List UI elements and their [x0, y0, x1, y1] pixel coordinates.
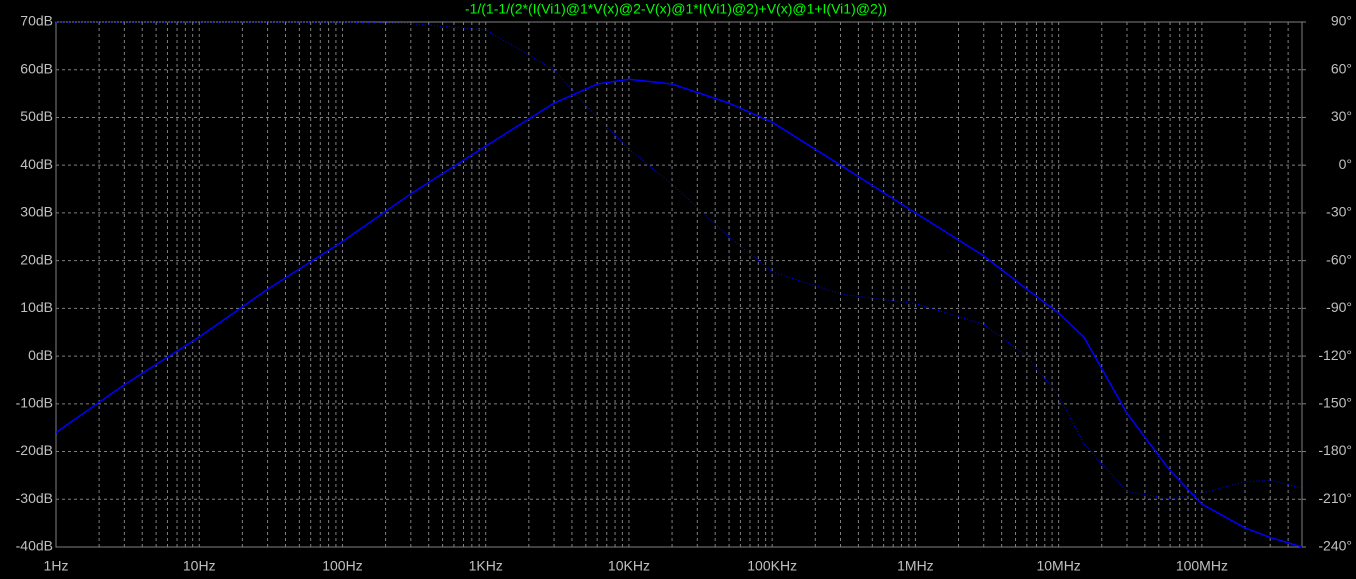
y2-tick-label: -60° — [1326, 251, 1352, 267]
y-tick-label: -30dB — [16, 490, 53, 506]
x-tick-label: 1KHz — [469, 558, 503, 574]
y-tick-label: 70dB — [20, 13, 53, 29]
y2-tick-label: -180° — [1318, 442, 1352, 458]
x-tick-label: 1MHz — [897, 558, 934, 574]
y2-tick-label: -90° — [1326, 299, 1352, 315]
y2-tick-label: 60° — [1331, 60, 1352, 76]
y2-tick-label: -120° — [1318, 347, 1352, 363]
y-tick-label: 20dB — [20, 251, 53, 267]
y2-tick-label: 0° — [1339, 156, 1352, 172]
x-tick-label: 100MHz — [1176, 558, 1228, 574]
y-tick-label: 0dB — [28, 347, 53, 363]
y-tick-label: -20dB — [16, 442, 53, 458]
y2-tick-label: -240° — [1318, 538, 1352, 554]
y2-tick-label: -210° — [1318, 490, 1352, 506]
x-tick-label: 100Hz — [322, 558, 362, 574]
y-tick-label: 40dB — [20, 156, 53, 172]
y2-tick-label: 30° — [1331, 108, 1352, 124]
x-tick-label: 10Hz — [183, 558, 216, 574]
series-line — [55, 78, 1303, 548]
chart-title: -1/(1-1/(2*(I(Vi1)@1*V(x)@2-V(x)@1*I(Vi1… — [465, 1, 887, 17]
y-tick-label: 60dB — [20, 60, 53, 76]
x-tick-label: 10MHz — [1036, 558, 1080, 574]
y-tick-label: -10dB — [16, 395, 53, 411]
plot-frame — [55, 21, 1303, 548]
y-tick-label: -40dB — [16, 538, 53, 554]
y-tick-label: 50dB — [20, 108, 53, 124]
y-tick-label: 30dB — [20, 204, 53, 220]
x-tick-label: 10KHz — [608, 558, 650, 574]
y-tick-label: 10dB — [20, 299, 53, 315]
x-tick-label: 1Hz — [44, 558, 69, 574]
y2-tick-label: 90° — [1331, 13, 1352, 29]
y2-tick-label: -30° — [1326, 204, 1352, 220]
x-tick-label: 100KHz — [747, 558, 797, 574]
y2-tick-label: -150° — [1318, 395, 1352, 411]
